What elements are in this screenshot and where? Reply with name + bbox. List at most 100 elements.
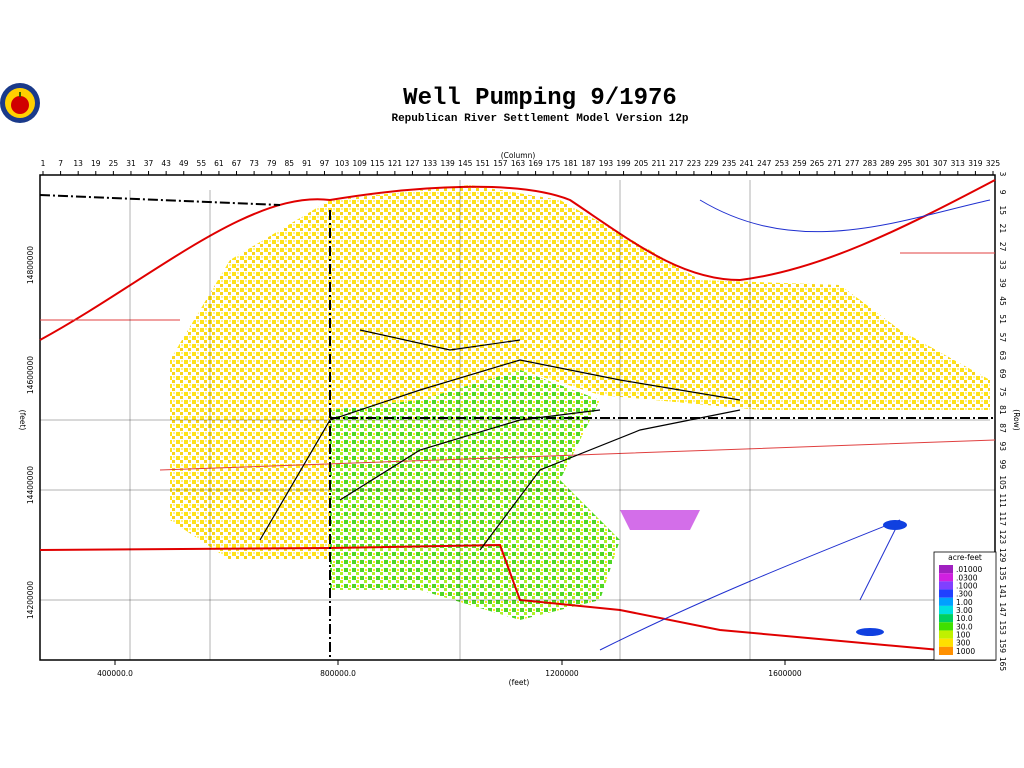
legend-label: 300 [956,639,971,648]
row-tick-label: 87 [998,423,1007,433]
row-tick-label: 153 [998,621,1007,636]
column-tick-label: 181 [564,159,579,168]
legend-label: 100 [956,631,971,640]
row-tick-label: 3 [998,172,1007,177]
legend-swatch [939,605,953,615]
row-tick-label: 111 [998,494,1007,509]
column-tick-label: 187 [581,159,596,168]
column-tick-label: 259 [792,159,807,168]
row-tick-label: 27 [998,242,1007,252]
column-tick-label: 175 [546,159,561,168]
legend-label: .0300 [956,573,978,582]
row-tick-label: 141 [998,584,1007,599]
legend-label: 1.00 [956,598,973,607]
legend-label: 3.00 [956,606,973,615]
row-tick-label: 45 [998,296,1007,306]
legend-label: 1000 [956,647,975,656]
top-axis-label: (Column) [501,151,536,160]
column-tick-label: 31 [126,159,136,168]
y-tick-label: 14400000 [26,466,35,504]
legend-label: 30.0 [956,622,973,631]
row-tick-label: 93 [998,441,1007,451]
legend-label: .300 [956,590,973,599]
row-tick-label: 51 [998,314,1007,324]
legend-swatch [939,646,953,655]
column-tick-label: 307 [933,159,948,168]
row-tick-label: 99 [998,460,1007,470]
legend-swatch [939,565,953,574]
column-tick-label: 283 [863,159,878,168]
column-tick-label: 289 [880,159,895,168]
row-tick-label: 33 [998,260,1007,270]
column-tick-label: 205 [634,159,649,168]
title: Well Pumping 9/1976 [403,85,677,112]
row-tick-label: 39 [998,278,1007,288]
legend-swatch [939,630,953,639]
row-tick-label: 105 [998,475,1007,490]
column-tick-label: 301 [915,159,930,168]
column-tick-label: 73 [249,159,259,168]
row-tick-label: 117 [998,512,1007,527]
x-tick-label: 1600000 [768,669,802,678]
left-axis-label: (feet) [18,410,27,431]
column-tick-label: 7 [58,159,63,168]
column-tick-label: 103 [335,159,350,168]
y-tick-label: 14600000 [26,356,35,394]
column-tick-label: 85 [285,159,295,168]
column-tick-label: 145 [458,159,473,168]
column-tick-label: 235 [722,159,737,168]
column-tick-label: 127 [405,159,420,168]
column-tick-label: 271 [828,159,843,168]
legend-swatch [939,573,953,582]
row-tick-label: 159 [998,639,1007,654]
column-tick-label: 37 [144,159,154,168]
bottom-axis-label: (feet) [509,678,530,687]
column-tick-label: 253 [775,159,790,168]
column-tick-label: 265 [810,159,825,168]
column-tick-label: 223 [687,159,702,168]
column-tick-label: 157 [493,159,508,168]
legend-label: .1000 [956,581,978,590]
row-tick-label: 129 [998,548,1007,563]
x-tick-label: 800000.0 [320,669,356,678]
row-tick-label: 81 [998,405,1007,415]
column-tick-label: 163 [511,159,526,168]
column-tick-label: 55 [197,159,207,168]
column-tick-label: 49 [179,159,189,168]
legend-label: .01000 [956,565,982,574]
column-tick-label: 193 [599,159,614,168]
subtitle: Republican River Settlement Model Versio… [391,113,688,125]
column-tick-label: 43 [161,159,171,168]
column-tick-label: 241 [740,159,755,168]
row-tick-label: 147 [998,602,1007,617]
legend-swatch [939,614,953,623]
y-tick-label: 14200000 [26,581,35,619]
legend-swatch [939,638,953,647]
x-tick-label: 400000.0 [97,669,133,678]
column-tick-label: 67 [232,159,242,168]
legend-swatch [939,597,953,606]
legend: acre-feet .01000.0300.1000.3001.003.0010… [933,551,997,661]
x-tick-label: 1200000 [545,669,579,678]
column-tick-label: 319 [968,159,983,168]
column-tick-label: 91 [302,159,312,168]
column-tick-label: 325 [986,159,1001,168]
column-tick-label: 115 [370,159,385,168]
y-tick-label: 14800000 [26,246,35,284]
row-tick-label: 69 [998,369,1007,379]
column-tick-label: 229 [704,159,719,168]
column-tick-label: 295 [898,159,913,168]
legend-swatch [939,589,953,598]
row-tick-label: 135 [998,566,1007,581]
column-tick-label: 109 [353,159,368,168]
legend-label: 10.0 [956,614,973,623]
column-tick-label: 217 [669,159,684,168]
row-tick-label: 15 [998,206,1007,216]
row-tick-label: 165 [998,657,1007,672]
column-tick-label: 121 [388,159,403,168]
column-tick-label: 313 [951,159,966,168]
column-tick-label: 1 [41,159,46,168]
logo [0,83,40,123]
column-tick-label: 139 [440,159,455,168]
